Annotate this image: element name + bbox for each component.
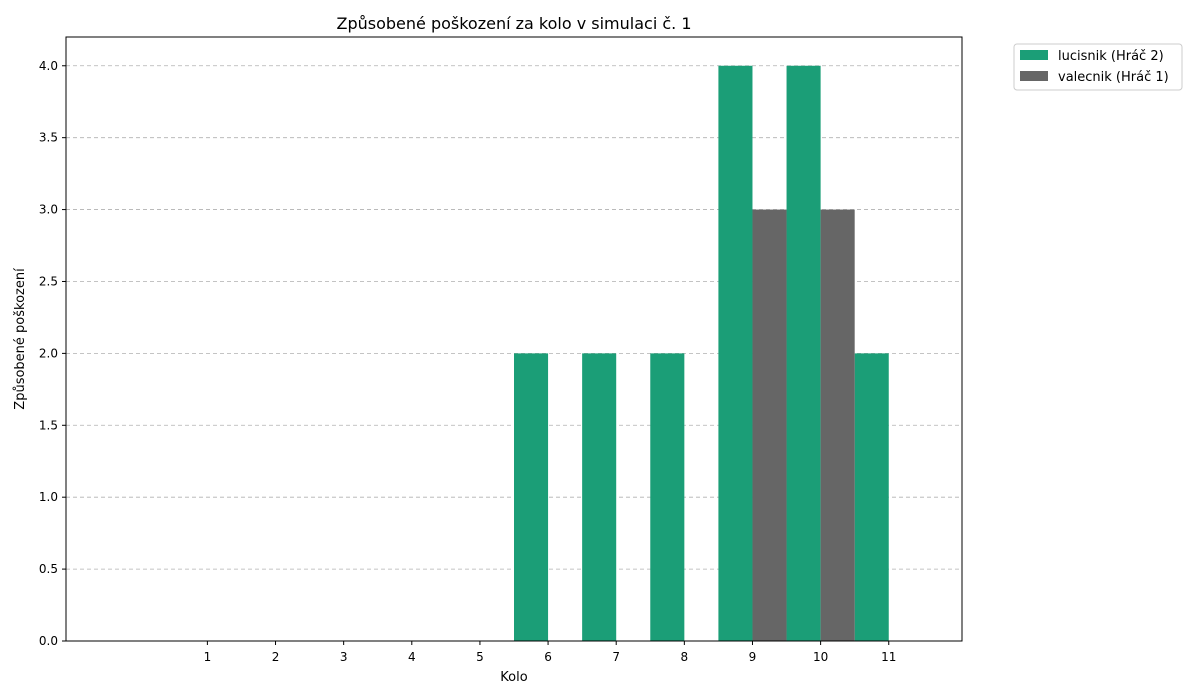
x-tick-label: 4 [408,650,416,664]
x-tick-label: 1 [204,650,212,664]
y-axis-label: Způsobené poškození [13,268,28,410]
y-tick-label: 4.0 [39,59,58,73]
x-axis: 1 2 3 4 5 6 7 8 9 10 11 [204,641,896,664]
y-axis: 0.0 0.5 1.0 1.5 2.0 2.5 3.0 3.5 4.0 [39,59,66,648]
y-tick-label: 2.0 [39,346,58,360]
legend-label-valecnik: valecnik (Hráč 1) [1058,70,1169,85]
bar-lucisnik-kolo-8 [650,353,685,641]
x-tick-label: 2 [272,650,280,664]
plot-frame [65,36,963,642]
legend-frame [1013,43,1183,91]
y-tick-label: 3.5 [39,131,58,145]
legend-swatch-lucisnik [1020,50,1048,60]
x-tick-label: 5 [476,650,484,664]
x-tick-label: 6 [544,650,552,664]
x-tick-label: 8 [681,650,689,664]
legend: lucisnik (Hráč 2) valecnik (Hráč 1) [1013,43,1183,91]
y-tick-label: 0.5 [39,562,58,576]
y-tick-label: 2.5 [39,274,58,288]
legend-swatch-valecnik [1020,71,1048,81]
x-tick-label: 9 [749,650,757,664]
bar-lucisnik-kolo-9 [718,65,753,641]
y-tick-label: 0.0 [39,634,58,648]
y-tick-label: 1.0 [39,490,58,504]
legend-label-lucisnik: lucisnik (Hráč 2) [1058,49,1164,64]
chart-title: Způsobené poškození za kolo v simulaci č… [336,14,691,33]
bar-lucisnik-kolo-7 [582,353,617,641]
bar-valecnik-kolo-9 [752,209,787,642]
y-tick-label: 3.0 [39,203,58,217]
y-tick-label: 1.5 [39,418,58,432]
x-tick-label: 7 [612,650,620,664]
bars [514,65,889,642]
bar-lucisnik-kolo-11 [854,353,889,641]
x-tick-label: 10 [813,650,828,664]
bar-valecnik-kolo-10 [820,209,855,642]
bar-lucisnik-kolo-6 [514,353,549,641]
x-tick-label: 3 [340,650,348,664]
bar-lucisnik-kolo-10 [786,65,821,641]
x-axis-label: Kolo [500,670,527,685]
x-tick-label: 11 [881,650,896,664]
